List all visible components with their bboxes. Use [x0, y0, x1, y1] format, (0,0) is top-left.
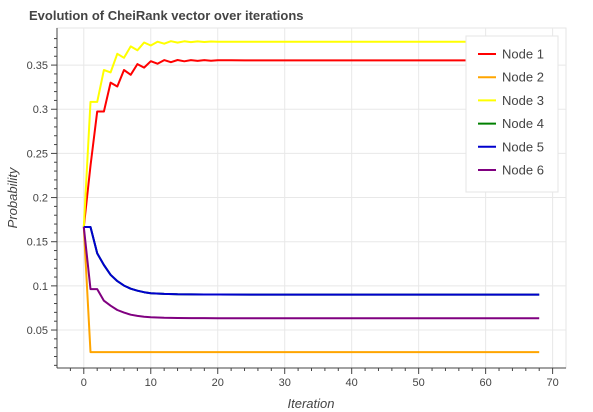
x-tick-label: 0 — [81, 377, 87, 389]
y-tick-label: 0.2 — [33, 193, 48, 205]
x-tick-label: 20 — [212, 377, 224, 389]
x-axis-label: Iteration — [288, 396, 335, 411]
legend-label-node-4: Node 4 — [502, 116, 544, 131]
series-line-node-5 — [83, 226, 540, 296]
x-ticks: 0 10 20 30 40 50 60 70 — [69, 368, 559, 389]
series-line-node-2 — [82, 226, 540, 354]
y-tick-label: 0.35 — [27, 60, 48, 72]
legend: Node 1 Node 2 Node 3 Node 4 Node 5 Node 6 — [465, 35, 559, 193]
series-line-node-1 — [82, 59, 540, 228]
legend-label-node-2: Node 2 — [502, 70, 544, 85]
legend-label-node-6: Node 6 — [502, 163, 544, 178]
y-tick-label: 0.3 — [33, 104, 48, 116]
x-tick-label: 70 — [546, 377, 558, 389]
y-tick-label: 0.05 — [27, 325, 48, 337]
legend-label-node-3: Node 3 — [502, 93, 544, 108]
x-tick-label: 10 — [145, 377, 157, 389]
y-ticks: 0.05 0.1 0.15 0.2 0.25 0.3 0.35 — [27, 38, 57, 366]
y-tick-label: 0.25 — [27, 148, 48, 160]
y-axis-label: Probability — [5, 166, 20, 228]
grid-lines — [57, 28, 566, 368]
chart-title: Evolution of CheiRank vector over iterat… — [29, 8, 304, 23]
legend-label-node-1: Node 1 — [502, 47, 544, 62]
y-tick-label: 0.15 — [27, 237, 48, 249]
x-tick-label: 30 — [279, 377, 291, 389]
y-tick-label: 0.1 — [33, 281, 48, 293]
x-tick-label: 50 — [413, 377, 425, 389]
legend-box — [465, 35, 559, 193]
series-lines — [82, 40, 540, 354]
series-line-node-3 — [82, 40, 540, 228]
x-tick-label: 60 — [480, 377, 492, 389]
series-line-node-6 — [82, 226, 540, 320]
x-tick-label: 40 — [346, 377, 358, 389]
legend-label-node-5: Node 5 — [502, 139, 544, 154]
